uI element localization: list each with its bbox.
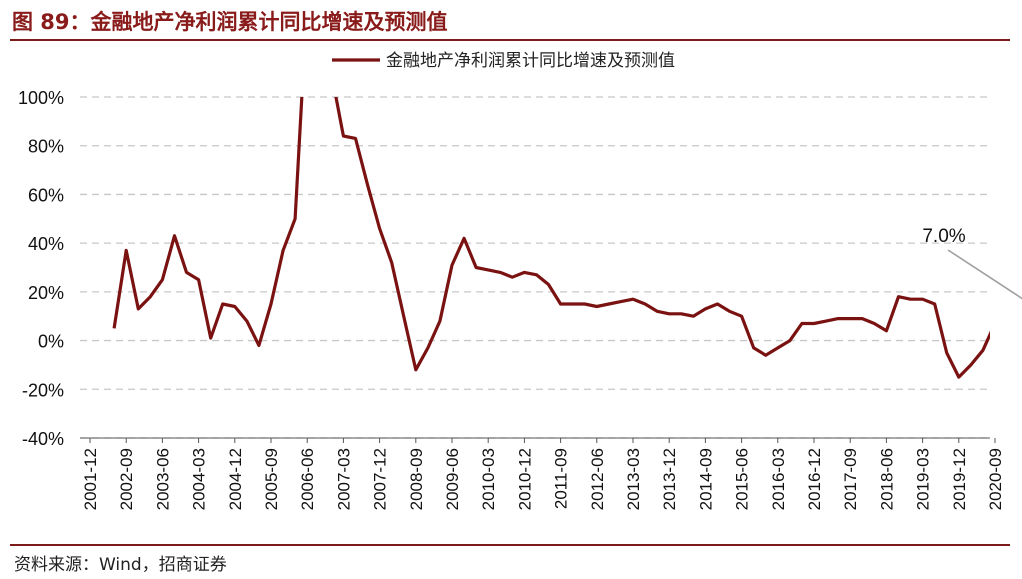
x-tick-label: 2020-09 — [986, 448, 1005, 510]
x-tick-label: 2017-09 — [841, 448, 860, 510]
x-tick-label: 2013-03 — [624, 448, 643, 510]
y-tick-label: 20% — [28, 283, 64, 303]
x-tick-label: 2004-12 — [226, 448, 245, 510]
x-tick-label: 2007-12 — [371, 448, 390, 510]
annotation-label: 7.0% — [922, 226, 965, 247]
legend: 金融地产净利润累计同比增速及预测值 — [332, 51, 675, 70]
x-tick-label: 2018-06 — [877, 448, 896, 510]
x-tick-label: 2007-03 — [334, 448, 353, 510]
x-tick-label: 2006-06 — [298, 448, 317, 510]
x-tick-label: 2019-12 — [950, 448, 969, 510]
x-tick-label: 2019-03 — [914, 448, 933, 510]
x-tick-label: 2011-09 — [552, 448, 571, 509]
x-tick-label: 2004-03 — [190, 448, 209, 510]
figure-title: 图 89：金融地产净利润累计同比增速及预测值 — [12, 10, 448, 34]
title-divider — [10, 39, 1010, 41]
y-axis: -40% -20% 0% 20% 40% 60% 80% 100% — [18, 88, 64, 449]
x-tick-label: 2010-12 — [515, 448, 534, 510]
x-tick-label: 2002-09 — [117, 448, 136, 510]
source-divider — [10, 544, 1010, 546]
x-tick-label: 2003-06 — [153, 448, 172, 510]
series-layer — [112, 97, 1022, 379]
x-axis: 2001-12 2002-09 2003-06 2004-03 2004-12 2005-… — [80, 437, 1005, 510]
series-line-forecast — [1007, 314, 1022, 324]
x-tick-label: 2015-06 — [733, 448, 752, 510]
x-tick-label: 2005-09 — [262, 448, 281, 510]
x-tick-label: 2001-12 — [81, 448, 100, 510]
source-note: 资料来源：Wind，招商证券 — [14, 555, 227, 575]
y-tick-label: -20% — [22, 380, 64, 400]
y-tick-label: 40% — [28, 234, 64, 254]
legend-label: 金融地产净利润累计同比增速及预测值 — [386, 51, 675, 70]
x-tick-label: 2016-12 — [805, 448, 824, 510]
y-tick-label: -40% — [22, 429, 64, 449]
gridlines — [80, 96, 990, 439]
x-tick-label: 2013-12 — [660, 448, 679, 510]
line-chart: -40% -20% 0% 20% 40% 60% 80% 100% 2001-12 2002-0… — [18, 51, 1022, 510]
series-line-actual — [112, 97, 990, 379]
x-tick-label: 2009-06 — [443, 448, 462, 510]
y-tick-label: 80% — [28, 137, 64, 157]
annotation-leader — [947, 249, 1022, 300]
y-tick-label: 60% — [28, 185, 64, 205]
y-tick-label: 0% — [38, 332, 64, 352]
x-tick-label: 2008-09 — [407, 448, 426, 510]
annotation-layer: 7.0% — [922, 226, 1022, 300]
y-tick-label: 100% — [18, 88, 64, 108]
x-tick-label: 2016-03 — [769, 448, 788, 510]
x-tick-label: 2014-09 — [696, 448, 715, 510]
x-tick-label: 2012-06 — [588, 448, 607, 510]
x-tick-label: 2010-03 — [479, 448, 498, 510]
